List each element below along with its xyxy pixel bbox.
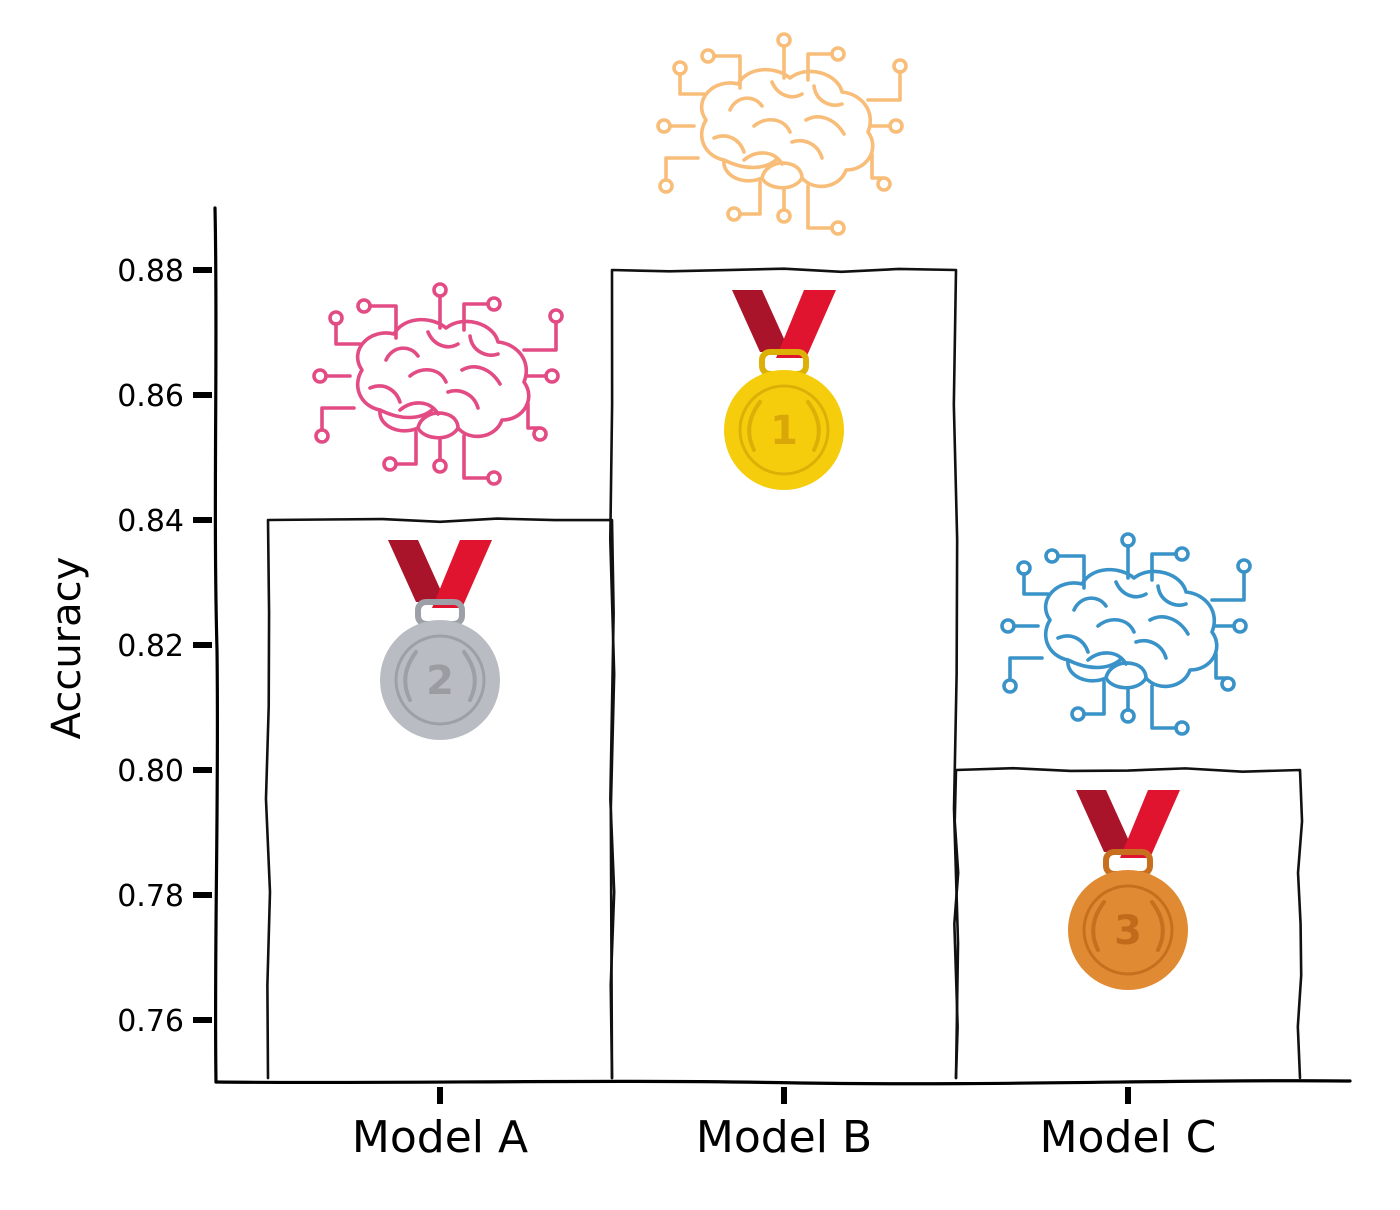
medal-coin bbox=[380, 620, 500, 740]
medal-coin bbox=[1068, 870, 1188, 990]
medal-inner-ring bbox=[1082, 884, 1174, 976]
medal-laurel bbox=[1091, 900, 1165, 952]
y-axis-title: Accuracy bbox=[44, 557, 90, 740]
medal-rank-number: 2 bbox=[426, 658, 454, 704]
medal-rank-number: 3 bbox=[1114, 908, 1142, 954]
y-tick-label: 0.80 bbox=[117, 754, 184, 789]
y-tick-label: 0.78 bbox=[117, 879, 184, 914]
y-tick-label: 0.82 bbox=[117, 629, 184, 664]
bar-model-c bbox=[953, 766, 1304, 1080]
medal-rank-1-icon: 1 bbox=[724, 290, 844, 490]
x-tick-label: Model B bbox=[696, 1112, 872, 1163]
x-axis-line bbox=[214, 1079, 1352, 1086]
y-tick-label: 0.84 bbox=[117, 504, 184, 539]
brain-circuit-icon bbox=[312, 282, 564, 486]
y-axis-line bbox=[213, 206, 220, 1084]
x-tick-label: Model A bbox=[352, 1112, 528, 1163]
medal-inner-ring bbox=[738, 384, 830, 476]
bar-model-b bbox=[608, 267, 960, 1080]
medal-inner-ring bbox=[394, 634, 486, 726]
medal-laurel bbox=[747, 400, 821, 452]
medal-ribbon bbox=[732, 290, 836, 358]
y-tick-label: 0.88 bbox=[117, 254, 184, 289]
brain-circuit-icon bbox=[1000, 532, 1252, 736]
brain-circuit-icon bbox=[656, 32, 908, 236]
y-tick-label: 0.86 bbox=[117, 379, 184, 414]
medal-rank-2-icon: 2 bbox=[380, 540, 500, 740]
medal-coin bbox=[724, 370, 844, 490]
medal-ribbon bbox=[388, 540, 492, 608]
y-tick-label: 0.76 bbox=[117, 1004, 184, 1039]
medal-rank-3-icon: 3 bbox=[1068, 790, 1188, 990]
medal-rank-number: 1 bbox=[770, 408, 798, 454]
x-tick-label: Model C bbox=[1040, 1112, 1217, 1163]
medal-laurel bbox=[403, 650, 477, 702]
medal-ribbon bbox=[1076, 790, 1180, 858]
